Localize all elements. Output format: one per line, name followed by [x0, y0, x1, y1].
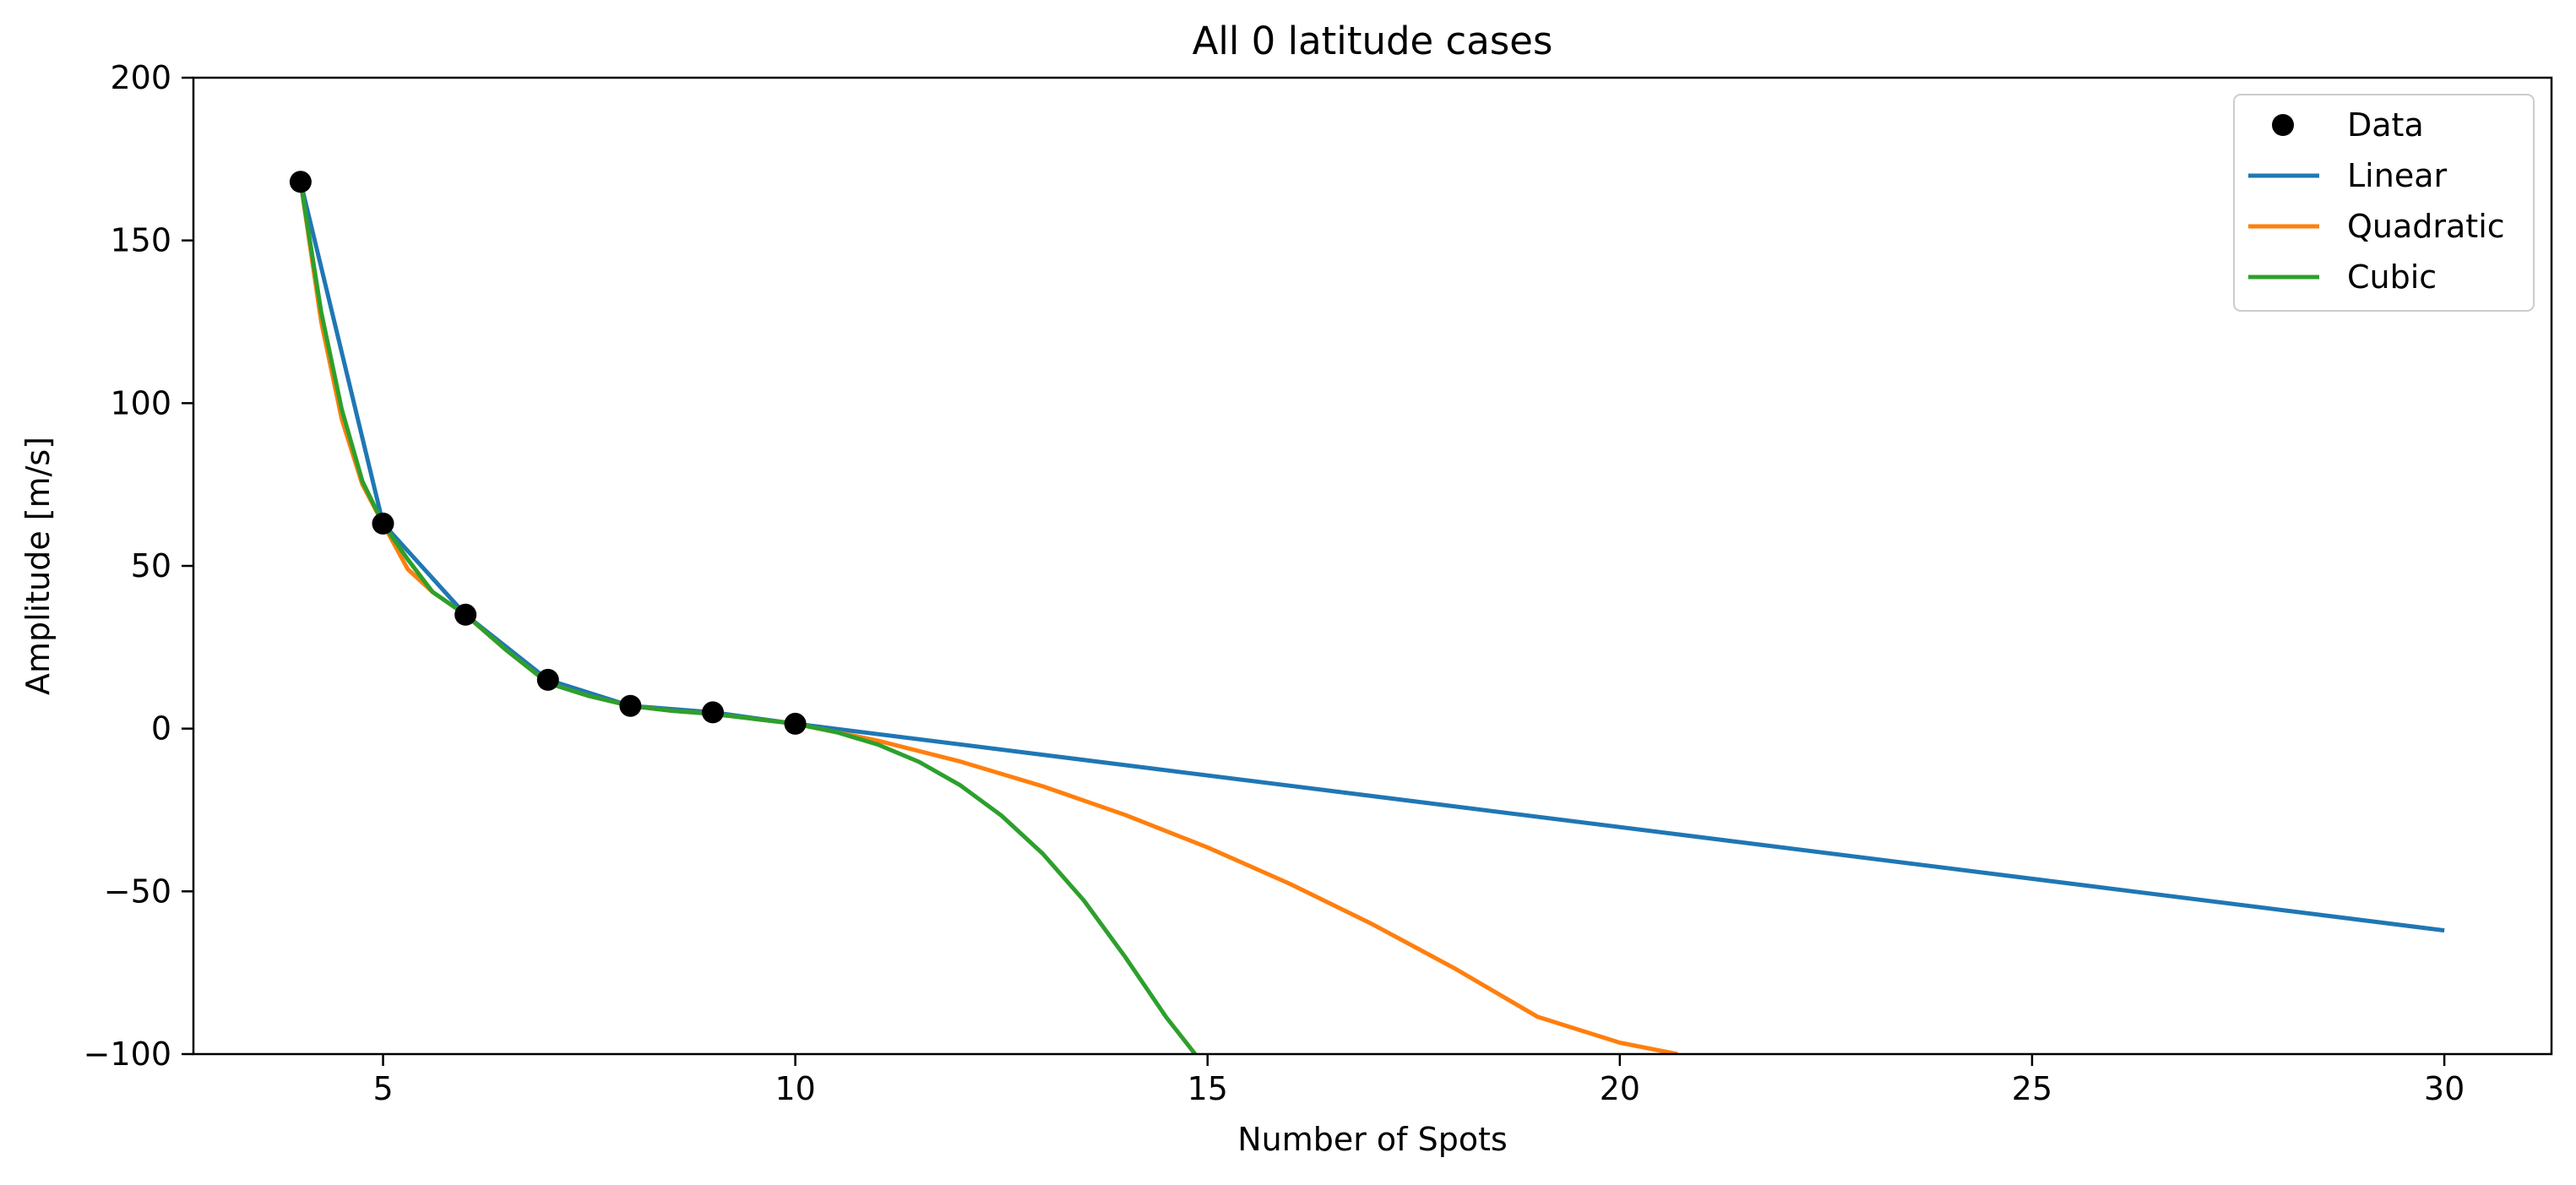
data-point [536, 668, 559, 691]
data-point [372, 512, 394, 535]
y-tick-label: 150 [110, 222, 171, 259]
y-tick-label: 100 [110, 384, 171, 421]
y-axis-ticks: −100 −50 0 50 100 150 200 [84, 59, 193, 1073]
x-axis-label: Number of Spots [1237, 1121, 1508, 1158]
x-tick-label: 25 [2012, 1070, 2052, 1107]
data-point [454, 603, 477, 626]
y-tick-label: 50 [131, 547, 171, 584]
legend-label-quadratic: Quadratic [2347, 208, 2505, 245]
x-tick-label: 20 [1600, 1070, 1640, 1107]
legend-label-cubic: Cubic [2347, 258, 2437, 296]
legend-label-data: Data [2347, 106, 2424, 144]
data-point [289, 171, 312, 193]
data-point [784, 712, 807, 735]
x-tick-label: 15 [1187, 1070, 1228, 1107]
x-tick-label: 30 [2424, 1070, 2465, 1107]
legend-label-linear: Linear [2347, 157, 2447, 194]
y-tick-label: 0 [151, 710, 171, 747]
y-tick-label: 200 [110, 59, 171, 96]
y-tick-label: −100 [84, 1036, 171, 1073]
x-tick-label: 10 [774, 1070, 815, 1107]
legend-marker-data [2272, 114, 2294, 136]
x-axis-ticks: 5 10 15 20 25 30 [372, 1054, 2465, 1107]
legend-box [2233, 94, 2535, 312]
data-point [619, 694, 642, 717]
legend: Data Linear Quadratic Cubic [2233, 94, 2535, 312]
y-axis-label: Amplitude [m/s] [19, 437, 57, 695]
y-tick-label: −50 [104, 872, 171, 910]
scatter-points [289, 171, 807, 735]
chart-title: All 0 latitude cases [1193, 19, 1553, 63]
x-tick-label: 5 [372, 1070, 393, 1107]
data-point [702, 701, 724, 724]
